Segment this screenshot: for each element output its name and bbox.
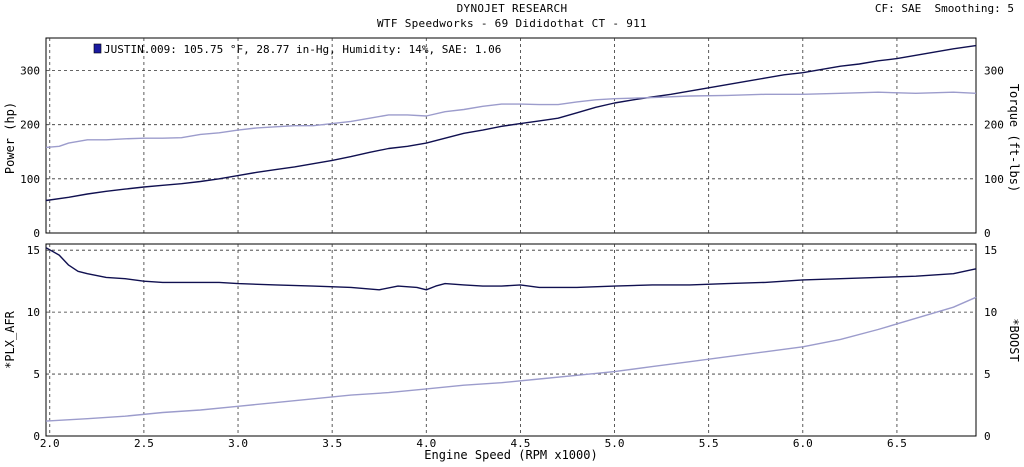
bottom-series-group	[45, 247, 977, 422]
axis-tick-labels: 0 100 200 300 0 100 200 300 0 5 10 15 0 5 10 15 2.0 2.5 3.…	[20, 65, 1004, 451]
x-tick-label: 2.5	[134, 437, 154, 450]
x-tick-label: 3.5	[322, 437, 342, 450]
chart-header: DYNOJET RESEARCH WTF Speedworks - 69 Did…	[0, 0, 1024, 34]
bottom-series-boost	[45, 296, 977, 422]
x-tick-label: 5.5	[699, 437, 719, 450]
top-left-tick-label: 200	[20, 119, 40, 132]
afr-axis-label: *PLX_AFR	[3, 310, 17, 369]
x-tick-label: 4.5	[510, 437, 530, 450]
x-tick-label: 5.0	[605, 437, 625, 450]
top-right-tick-label: 100	[984, 173, 1004, 186]
bottom-plot-frame	[45, 243, 977, 437]
bottom-right-tick-label: 10	[984, 306, 997, 319]
x-tick-label: 4.0	[416, 437, 436, 450]
bottom-left-tick-label: 15	[27, 244, 40, 257]
smoothing-label: Smoothing: 5	[934, 2, 1014, 15]
x-axis-label: Engine Speed (RPM x1000)	[424, 448, 597, 462]
chart-title: DYNOJET RESEARCH	[456, 2, 568, 15]
bottom-right-tick-label: 15	[984, 244, 997, 257]
top-series-group	[45, 44, 977, 202]
bottom-right-tick-label: 0	[984, 430, 991, 443]
torque-axis-label: Torque (ft-lbs)	[1007, 84, 1021, 192]
top-right-tick-label: 0	[984, 227, 991, 240]
top-series-power	[45, 44, 977, 202]
top-left-tick-label: 100	[20, 173, 40, 186]
x-tick-label: 6.0	[793, 437, 813, 450]
bottom-series-plx-afr	[45, 247, 977, 291]
chart-subtitle: WTF Speedworks - 69 Dididothat CT - 911	[377, 17, 647, 30]
bottom-left-tick-label: 0	[33, 430, 40, 443]
legend: JUSTIN.009: 105.75 °F, 28.77 in-Hg, Humi…	[93, 43, 501, 56]
correction-info: CF: SAE Smoothing: 5	[875, 2, 1014, 15]
top-plot-frame	[45, 37, 977, 234]
x-tick-label: 3.0	[228, 437, 248, 450]
legend-swatch	[93, 43, 102, 54]
x-tick-label: 2.0	[40, 437, 60, 450]
bottom-left-tick-label: 5	[33, 368, 40, 381]
top-left-tick-label: 300	[20, 65, 40, 78]
top-series-torque	[45, 91, 977, 149]
x-tick-label: 6.5	[887, 437, 907, 450]
bottom-left-tick-label: 10	[27, 306, 40, 319]
top-right-tick-label: 300	[984, 65, 1004, 78]
top-right-tick-label: 200	[984, 119, 1004, 132]
legend-run-label: JUSTIN.009: 105.75 °F, 28.77 in-Hg, Humi…	[104, 43, 501, 56]
cf-label: CF: SAE	[874, 2, 922, 15]
bottom-grid	[46, 244, 976, 436]
bottom-right-tick-label: 5	[984, 368, 991, 381]
power-axis-label: Power (hp)	[3, 102, 17, 174]
top-grid	[46, 38, 976, 233]
boost-axis-label: *BOOST	[1007, 318, 1021, 361]
top-left-tick-label: 0	[33, 227, 40, 240]
